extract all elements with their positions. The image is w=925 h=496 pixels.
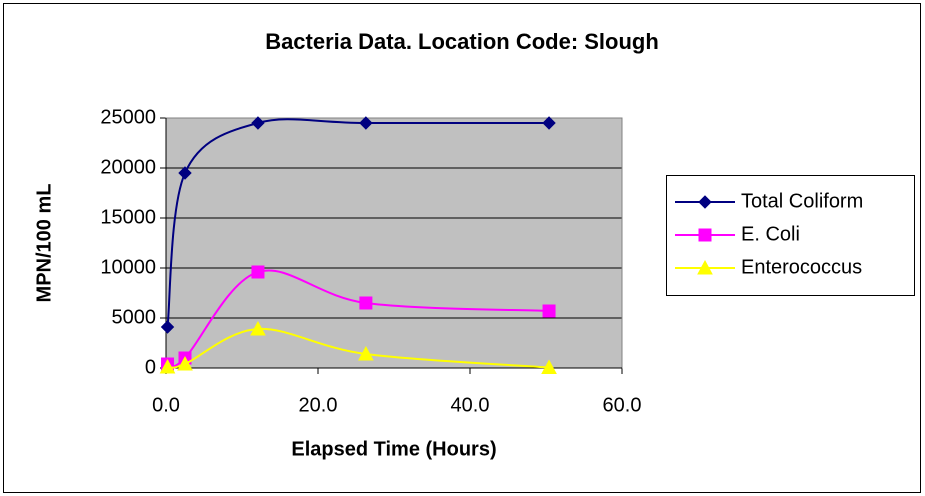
- marker: [250, 320, 266, 336]
- x-tick-label: 60.0: [603, 394, 642, 416]
- legend-marker: [698, 228, 712, 242]
- plot-area: [166, 118, 622, 368]
- marker: [359, 296, 373, 310]
- legend-marker: [697, 259, 713, 275]
- marker: [541, 359, 557, 374]
- marker: [251, 265, 265, 279]
- marker: [178, 166, 192, 180]
- legend-marker: [698, 195, 712, 209]
- y-tick-label: 5000: [112, 306, 157, 328]
- y-tick-label: 10000: [100, 256, 156, 278]
- legend-label: Total Coliform: [741, 190, 863, 212]
- y-tick-label: 15000: [100, 206, 156, 228]
- marker: [542, 304, 556, 318]
- legend-label: E. Coli: [741, 223, 800, 245]
- y-tick-label: 25000: [100, 106, 156, 128]
- marker: [177, 355, 193, 371]
- marker: [160, 320, 175, 334]
- chart-title: Bacteria Data. Location Code: Slough: [265, 29, 659, 54]
- marker: [359, 116, 373, 130]
- legend-label: Enterococcus: [741, 256, 862, 278]
- x-tick-label: 40.0: [451, 394, 490, 416]
- x-tick-label: 0.0: [152, 394, 180, 416]
- y-axis-label: MPN/100 mL: [33, 184, 55, 303]
- y-tick-label: 0: [145, 356, 156, 378]
- x-axis-label: Elapsed Time (Hours): [291, 438, 496, 460]
- marker: [542, 116, 556, 130]
- marker: [251, 116, 265, 130]
- x-tick-label: 20.0: [299, 394, 338, 416]
- y-tick-label: 20000: [100, 156, 156, 178]
- marker: [358, 345, 374, 361]
- marker: [159, 358, 176, 374]
